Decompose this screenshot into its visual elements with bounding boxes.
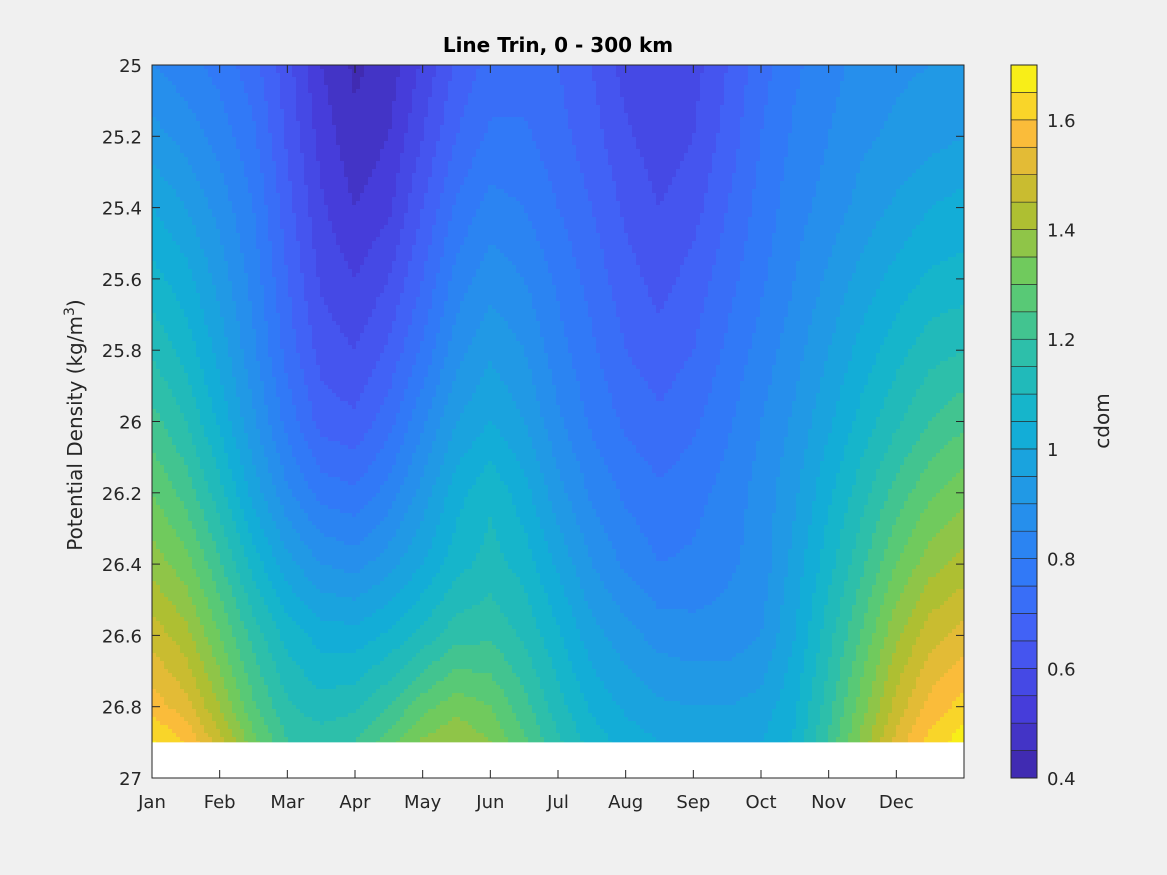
x-tick-label: Oct <box>745 792 776 813</box>
colorbar-level <box>1010 366 1038 395</box>
colorbar-level <box>1010 613 1038 642</box>
colorbar-level <box>1010 695 1038 724</box>
chart-title: Line Trin, 0 - 300 km <box>443 33 673 57</box>
colorbar-level <box>1010 201 1038 230</box>
colorbar-level <box>1010 640 1038 669</box>
colorbar-level <box>1010 92 1038 121</box>
colorbar-level <box>1010 750 1038 779</box>
colorbar-level <box>1010 530 1038 559</box>
x-tick-label: Nov <box>811 792 846 813</box>
y-tick-label: 27 <box>119 769 142 790</box>
x-axis: Jan Feb Mar Apr May Jun Jul Aug Sep Oct Nov Dec <box>137 65 914 813</box>
y-tick-label: 25.8 <box>102 341 142 362</box>
colorbar-level <box>1010 229 1038 258</box>
colorbar-level <box>1010 476 1038 505</box>
x-tick-label: Jul <box>546 792 569 813</box>
colorbar-level <box>1010 668 1038 697</box>
y-axis: 25 25.2 25.4 25.6 25.8 26 26.2 26.4 26.6 26.8 27 <box>102 56 964 790</box>
x-tick-label: May <box>404 792 442 813</box>
y-tick-label: 26 <box>119 413 142 434</box>
colorbar-level <box>1010 311 1038 340</box>
x-tick-label: Feb <box>204 792 236 813</box>
x-tick-label: Jan <box>137 792 166 813</box>
colorbar-level <box>1010 393 1038 422</box>
colorbar-level <box>1010 119 1038 148</box>
colorbar-level <box>1010 722 1038 751</box>
x-tick-label: Jun <box>475 792 504 813</box>
x-tick-label: Apr <box>339 792 371 813</box>
colorbar-level <box>1010 585 1038 614</box>
colorbar-level <box>1010 64 1038 93</box>
x-tick-label: Mar <box>270 792 305 813</box>
colorbar-tick-label: 1 <box>1047 440 1058 461</box>
colorbar-label: cdom <box>1090 393 1114 448</box>
y-tick-label: 25.6 <box>102 270 142 291</box>
colorbar-tick-label: 0.6 <box>1047 659 1076 680</box>
colorbar: 0.4 0.6 0.8 1 1.2 1.4 1.6 <box>1010 64 1076 790</box>
x-tick-label: Aug <box>608 792 643 813</box>
y-tick-label: 26.2 <box>102 484 142 505</box>
colorbar-level <box>1010 558 1038 587</box>
contour-plot-area <box>152 65 965 743</box>
colorbar-tick-label: 1.4 <box>1047 221 1076 242</box>
colorbar-tick-label: 1.2 <box>1047 330 1076 351</box>
colorbar-tick-label: 0.4 <box>1047 769 1076 790</box>
colorbar-level <box>1010 421 1038 450</box>
colorbar-tick-label: 1.6 <box>1047 111 1076 132</box>
y-tick-label: 25 <box>119 56 142 77</box>
x-tick-label: Sep <box>676 792 710 813</box>
y-tick-label: 26.8 <box>102 698 142 719</box>
colorbar-level <box>1010 448 1038 477</box>
y-tick-label: 25.2 <box>102 127 142 148</box>
colorbar-level <box>1010 174 1038 203</box>
colorbar-level <box>1010 256 1038 285</box>
x-tick-label: Dec <box>879 792 914 813</box>
y-axis-label: Potential Density (kg/m3) <box>62 299 87 550</box>
colorbar-level <box>1010 338 1038 367</box>
y-tick-label: 25.4 <box>102 199 142 220</box>
colorbar-level <box>1010 146 1038 175</box>
y-tick-label: 26.4 <box>102 555 142 576</box>
colorbar-tick-label: 0.8 <box>1047 550 1076 571</box>
y-tick-label: 26.6 <box>102 626 142 647</box>
colorbar-level <box>1010 284 1038 313</box>
colorbar-level <box>1010 503 1038 532</box>
colorbar-frame <box>1010 64 1038 779</box>
